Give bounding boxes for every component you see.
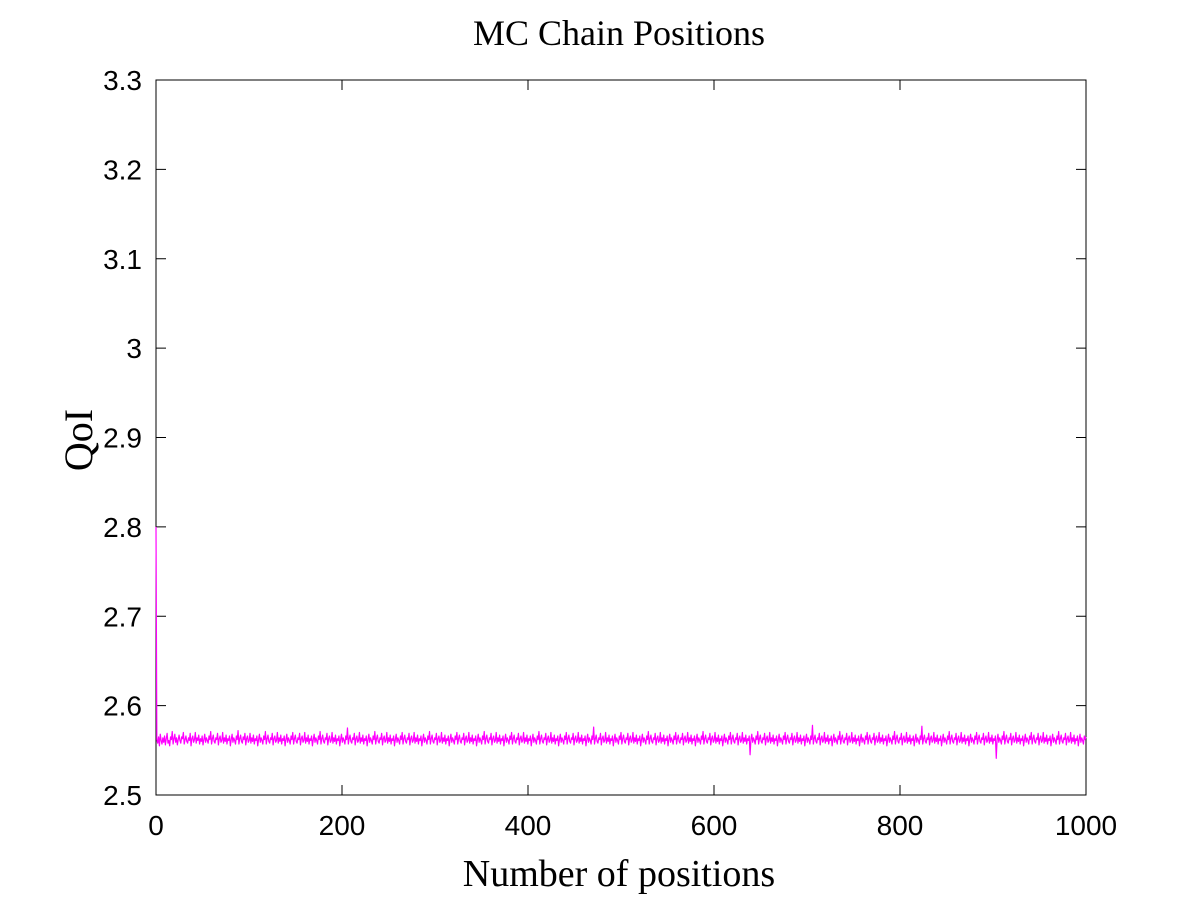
y-tick-label: 2.8 bbox=[103, 512, 142, 543]
y-tick-label: 3.2 bbox=[103, 154, 142, 185]
y-tick-label: 2.5 bbox=[103, 780, 142, 811]
y-tick-label: 2.6 bbox=[103, 691, 142, 722]
y-tick-label: 3.3 bbox=[103, 65, 142, 96]
y-tick-label: 3 bbox=[126, 333, 142, 364]
x-tick-label: 800 bbox=[877, 810, 924, 841]
y-tick-label: 2.9 bbox=[103, 423, 142, 454]
x-tick-label: 0 bbox=[148, 810, 164, 841]
x-tick-label: 200 bbox=[319, 810, 366, 841]
x-tick-label: 400 bbox=[505, 810, 552, 841]
chart-title: MC Chain Positions bbox=[473, 13, 765, 53]
x-tick-label: 600 bbox=[691, 810, 738, 841]
x-axis-label: Number of positions bbox=[463, 853, 775, 895]
y-tick-label: 3.1 bbox=[103, 244, 142, 275]
x-tick-label: 1000 bbox=[1055, 810, 1117, 841]
y-tick-label: 2.7 bbox=[103, 601, 142, 632]
y-axis-label: QoI bbox=[56, 409, 101, 471]
series-line-0 bbox=[155, 526, 1087, 759]
plot-area: 0 200 400 600 800 1000 2.5 2.6 2.7 2.8 2.9 3 3.1 3.2 3… bbox=[103, 65, 1117, 841]
